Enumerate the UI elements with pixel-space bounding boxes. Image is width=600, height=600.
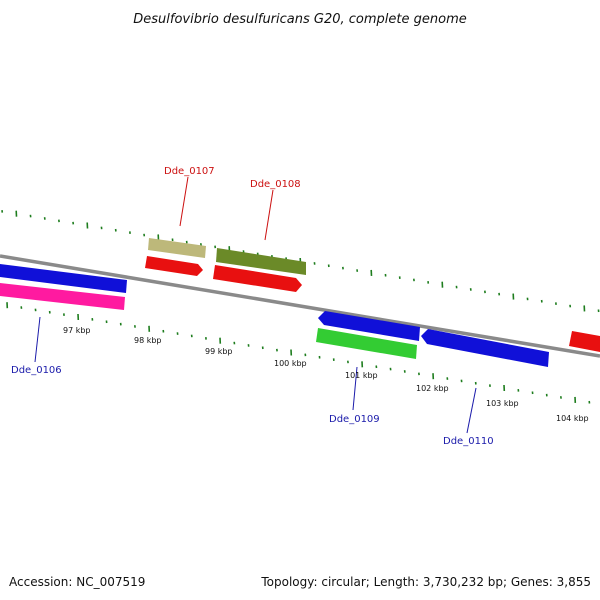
- gene-arrow-dde-0108-red: [213, 265, 302, 292]
- gene-arrow-next-red: [569, 331, 600, 352]
- gene-bar-dde-0106-pink: [0, 283, 125, 310]
- leader-dde-0110: [466, 387, 477, 434]
- gene-bar-dde-0108-olive: [216, 248, 306, 275]
- gene-arrow-dde-0109-blue: [318, 311, 420, 341]
- gene-arrow-dde-0106-blue: [0, 264, 127, 293]
- gene-label-dde-0106: Dde_0106: [11, 365, 62, 376]
- gene-label-dde-0107: Dde_0107: [164, 166, 215, 177]
- genome-summary-text: Topology: circular; Length: 3,730,232 bp…: [260, 575, 591, 589]
- kbp-label-99: 99 kbp: [205, 347, 233, 356]
- gene-bar-dde-0107-khaki: [148, 238, 206, 258]
- gene-label-dde-0109: Dde_0109: [329, 414, 380, 425]
- leader-dde-0106: [34, 316, 41, 363]
- kbp-label-100: 100 kbp: [274, 359, 307, 368]
- gene-arrow-dde-0110-blue: [421, 329, 549, 367]
- lower-tick-row: [6, 302, 591, 404]
- accession-text: Accession: NC_007519: [9, 575, 145, 589]
- kbp-label-103: 103 kbp: [486, 399, 519, 408]
- kbp-label-97: 97 kbp: [63, 326, 91, 335]
- kbp-label-98: 98 kbp: [134, 336, 162, 345]
- gene-label-dde-0108: Dde_0108: [250, 179, 301, 190]
- gene-arrow-dde-0107-red: [145, 256, 203, 276]
- genome-backbone: [0, 254, 600, 358]
- leader-dde-0107: [179, 176, 189, 227]
- leader-dde-0109: [352, 366, 358, 411]
- map-title: Desulfovibrio desulfuricans G20, complet…: [133, 12, 467, 27]
- leader-dde-0108: [264, 189, 274, 241]
- gene-label-dde-0110: Dde_0110: [443, 436, 494, 447]
- gene-bar-dde-0109-green: [316, 328, 417, 359]
- kbp-label-104: 104 kbp: [556, 414, 589, 423]
- kbp-label-101: 101 kbp: [345, 371, 378, 380]
- kbp-label-102: 102 kbp: [416, 384, 449, 393]
